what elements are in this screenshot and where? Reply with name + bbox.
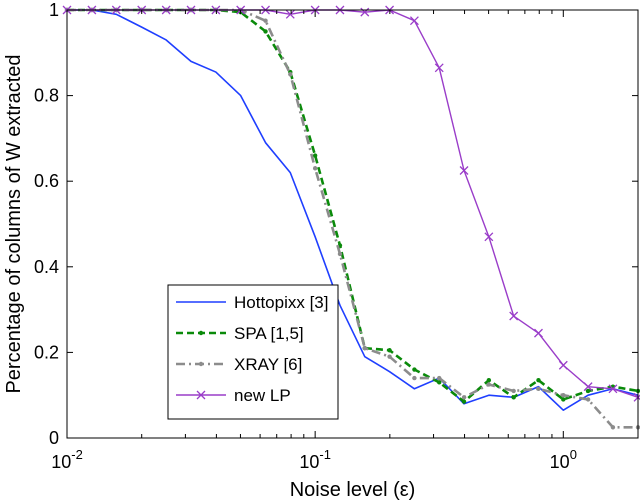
data-point xyxy=(412,367,417,372)
y-tick-label: 1 xyxy=(49,0,59,20)
data-point xyxy=(437,380,442,385)
data-point xyxy=(486,378,492,383)
data-point xyxy=(583,382,593,392)
data-point xyxy=(263,29,268,34)
data-point xyxy=(461,399,467,404)
legend-label: new LP xyxy=(234,386,291,405)
data-point xyxy=(610,425,616,430)
series-line xyxy=(67,8,639,403)
data-point xyxy=(387,348,392,353)
y-axis-title: Percentage of columns of W extracted xyxy=(3,54,25,393)
x-tick-label: 10-1 xyxy=(299,447,331,472)
data-point xyxy=(387,354,392,359)
data-point xyxy=(362,345,367,351)
data-point xyxy=(585,388,591,394)
data-point xyxy=(511,395,516,400)
y-tick-label: 0.4 xyxy=(34,257,59,277)
data-point xyxy=(312,166,318,171)
data-point xyxy=(561,393,566,398)
data-point xyxy=(509,311,519,321)
legend: Hottopixx [3] SPA [1,5] XRAY [6] new LP xyxy=(167,284,339,420)
legend-label: Hottopixx [3] xyxy=(234,293,329,312)
x-tick-label-exponent: 0 xyxy=(570,447,577,462)
y-tick-label: 0.6 xyxy=(34,171,59,191)
plot-frame xyxy=(66,9,639,439)
y-tick-label: 0.2 xyxy=(34,342,59,362)
y-tick-label: 0 xyxy=(49,428,59,448)
y-tick-label: 0.8 xyxy=(34,86,59,106)
data-point xyxy=(459,166,469,175)
x-tick-label-base: 10 xyxy=(51,452,71,472)
data-point xyxy=(412,375,417,381)
data-point xyxy=(312,153,318,158)
data-point xyxy=(536,378,541,383)
data-point xyxy=(608,384,618,394)
data-point xyxy=(484,232,494,242)
data-point xyxy=(536,386,541,391)
x-tick-label-exponent: -2 xyxy=(71,447,83,462)
legend-swatch-marker xyxy=(198,330,204,336)
data-point xyxy=(263,18,268,23)
data-point xyxy=(461,395,467,400)
data-point xyxy=(288,72,293,77)
data-point xyxy=(285,9,295,19)
data-point xyxy=(434,63,444,73)
x-tick-label-base: 10 xyxy=(550,452,570,472)
data-point xyxy=(534,328,543,338)
data-point xyxy=(511,388,516,394)
x-tick-label: 10-2 xyxy=(51,447,83,472)
data-point xyxy=(337,251,343,257)
legend-box xyxy=(167,284,339,420)
legend-swatch-marker xyxy=(196,390,206,400)
data-point xyxy=(360,7,370,17)
data-point xyxy=(486,382,492,387)
data-point xyxy=(409,16,419,26)
legend-swatch-marker xyxy=(198,361,204,367)
legend-label: SPA [1,5] xyxy=(234,324,304,343)
x-tick-label-exponent: -1 xyxy=(319,447,331,462)
x-tick-label: 100 xyxy=(550,447,577,472)
legend-label: XRAY [6] xyxy=(234,355,302,374)
x-tick-label-base: 10 xyxy=(299,452,319,472)
x-axis-title: Noise level (ε) xyxy=(290,479,416,501)
data-point xyxy=(561,397,566,402)
data-point xyxy=(437,375,442,381)
data-point xyxy=(558,360,568,370)
data-point xyxy=(585,397,591,402)
